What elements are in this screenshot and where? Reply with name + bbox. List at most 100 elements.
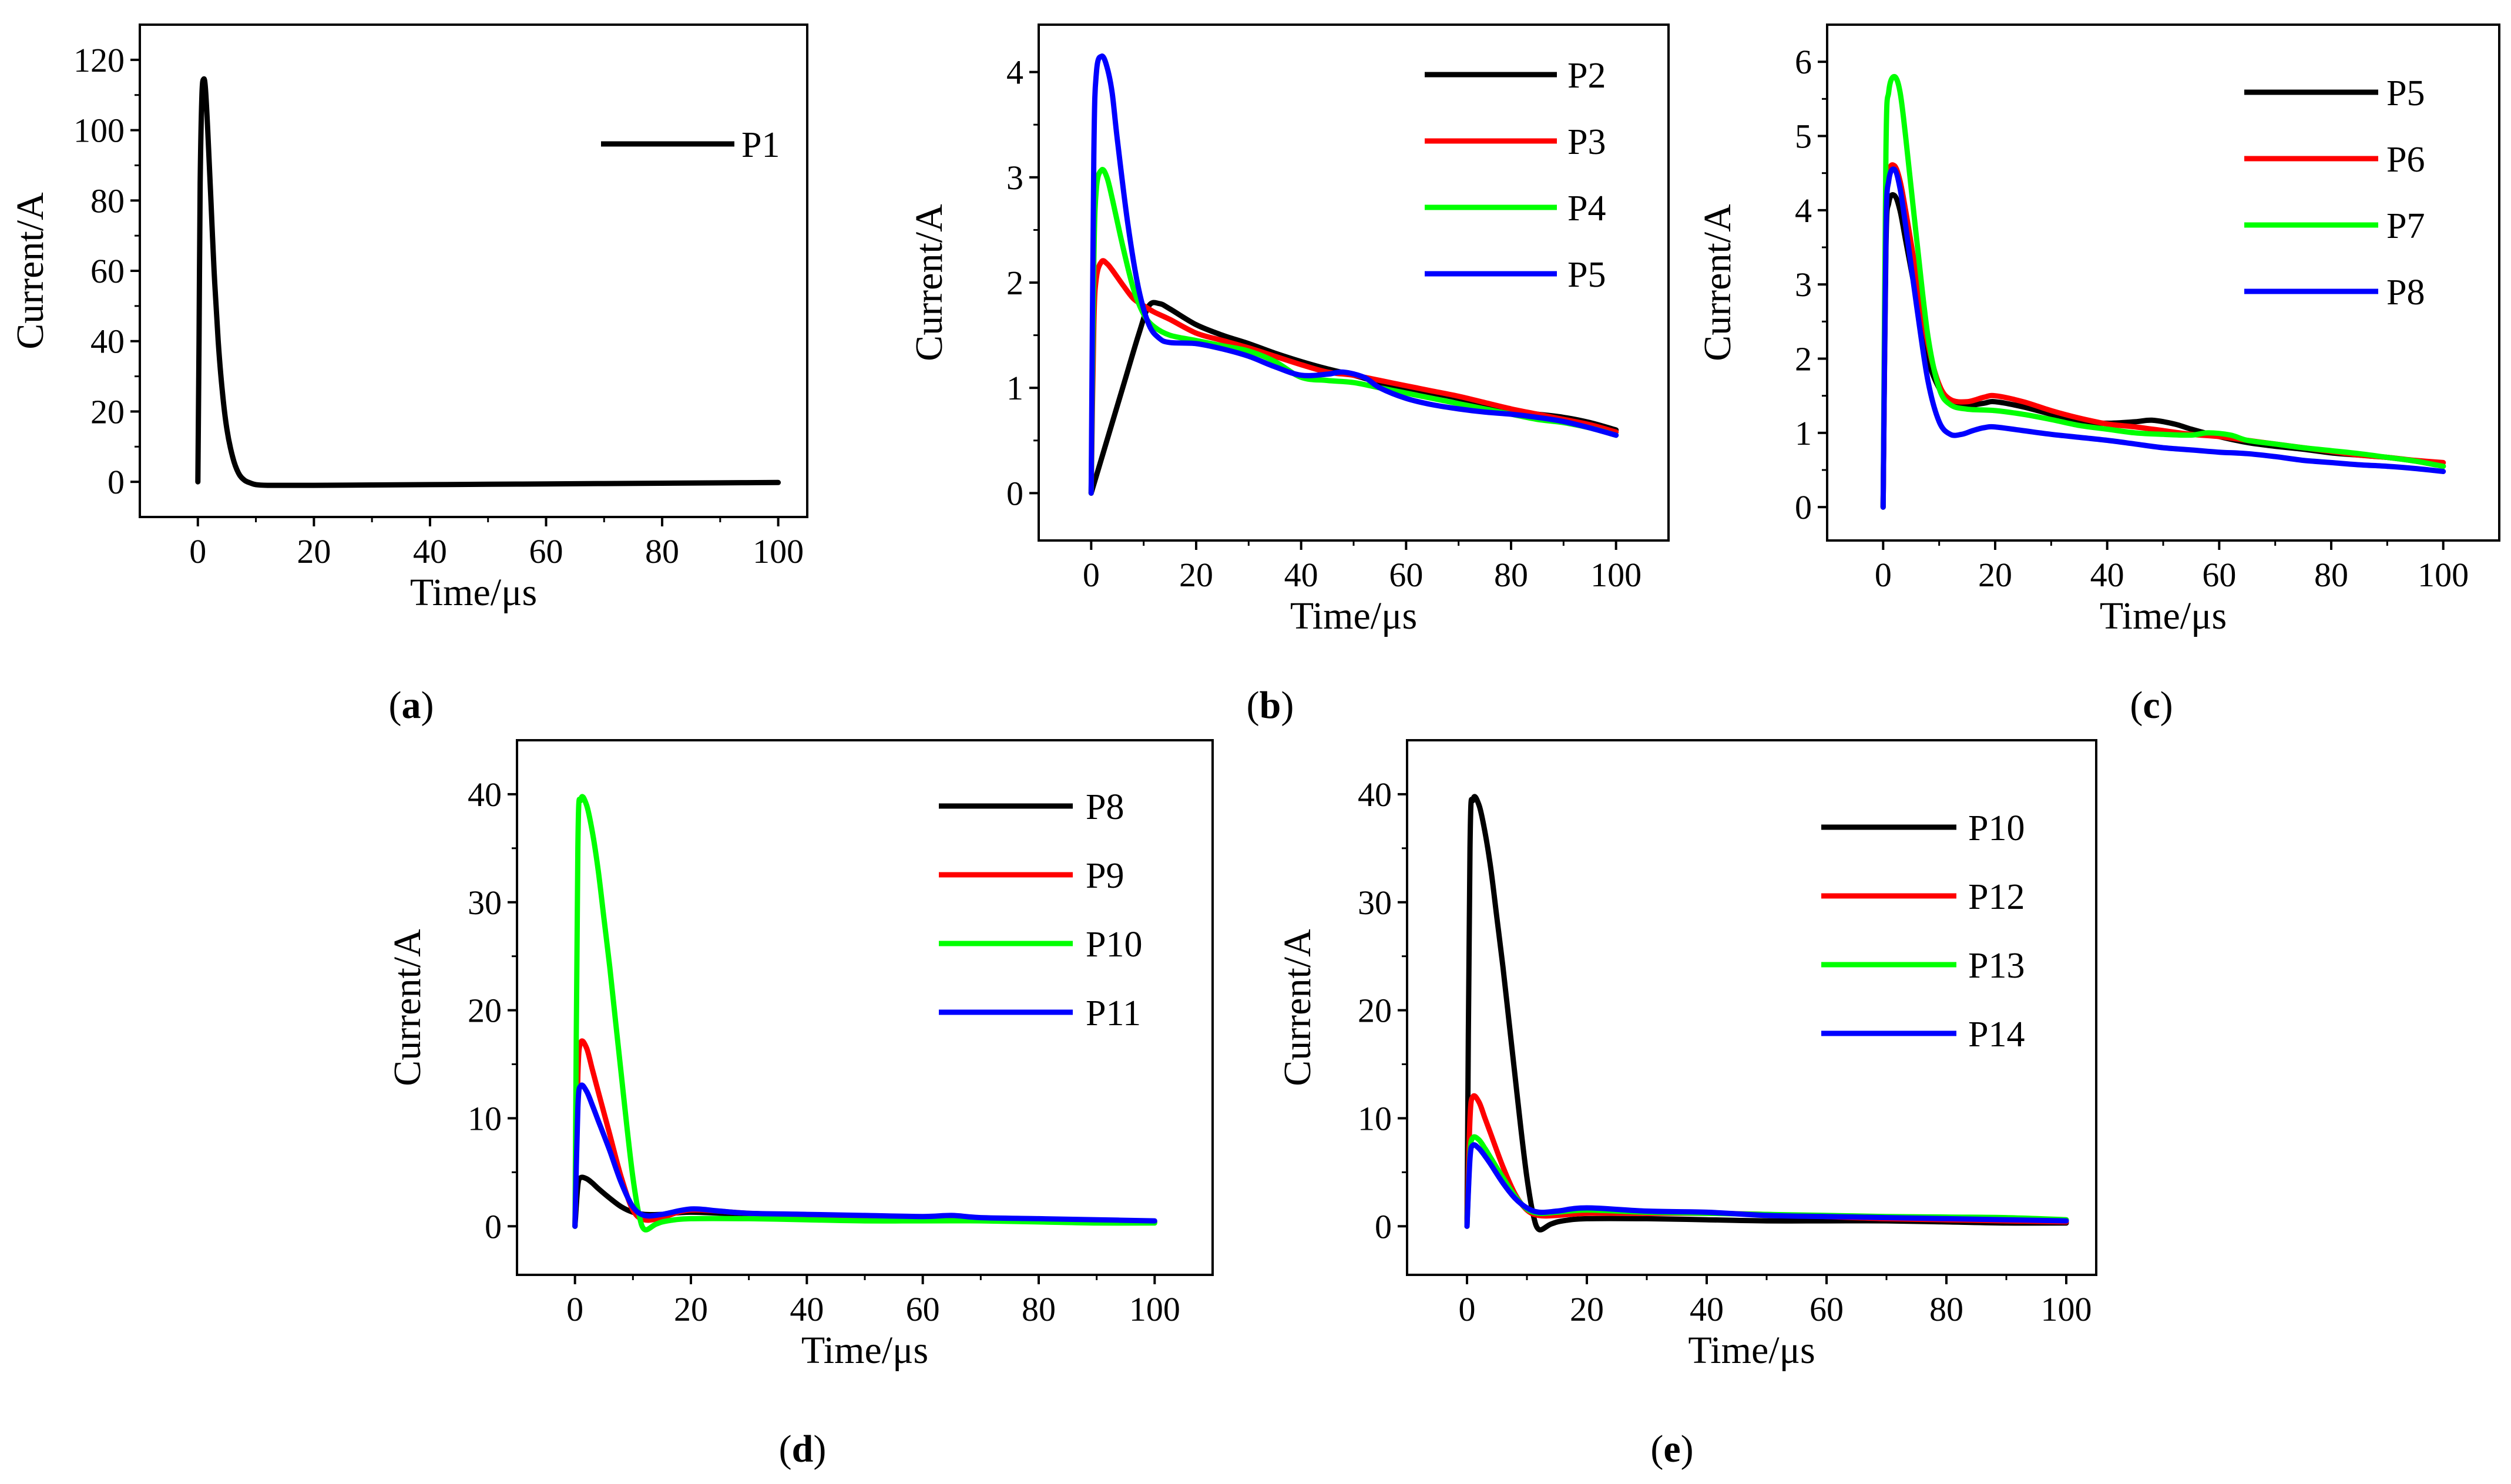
y-tick-label: 60: [90, 252, 125, 290]
y-tick-label: 3: [1006, 159, 1023, 197]
x-tick-label: 60: [906, 1290, 940, 1328]
legend-label-p8: P8: [1086, 787, 1124, 827]
panel-e: 0 20 40 60 80 100010203040Time/μsCurrent/AP10…: [1276, 739, 2097, 1470]
y-tick-label: 100: [73, 112, 125, 150]
series-line-p7: [1880, 73, 2446, 510]
legend-label-p12: P12: [1968, 877, 2025, 917]
legend-label-p1: P1: [741, 125, 780, 165]
y-tick-label: 3: [1795, 266, 1812, 304]
x-tick-label: 100: [2041, 1290, 2092, 1328]
plot-frame: [1406, 739, 2097, 1276]
x-tick-label: 60: [1810, 1290, 1844, 1328]
series-line-p12: [1464, 1093, 2069, 1229]
x-tick-label: 100: [1129, 1290, 1180, 1328]
legend-label-p11: P11: [1086, 993, 1141, 1033]
y-tick-label: 4: [1795, 192, 1812, 230]
panel-c: 0 20 40 60 80 1000123456Time/μsCurrent/AP5P6P…: [1696, 23, 2500, 727]
x-tick-label: 0: [1875, 556, 1892, 594]
y-axis-title: Current/A: [9, 192, 52, 350]
x-axis-title: Time/μs: [2100, 595, 2227, 637]
series-line-p10: [1464, 794, 2069, 1233]
legend-label-p10: P10: [1086, 925, 1142, 965]
x-tick-label: 60: [529, 532, 563, 570]
y-tick-label: 1: [1795, 414, 1812, 452]
x-axis-title: Time/μs: [1688, 1329, 1815, 1372]
legend-label-p13: P13: [1968, 946, 2025, 986]
y-axis-title: Current/A: [1696, 204, 1739, 361]
legend-label-p7: P7: [2386, 206, 2425, 246]
x-axis-title: Time/μs: [1290, 595, 1417, 637]
x-tick-label: 80: [1929, 1290, 1963, 1328]
legend: P10 P12 P13 P14: [1821, 808, 2025, 1055]
y-tick-label: 40: [468, 775, 502, 814]
legend-label-p10: P10: [1968, 808, 2025, 848]
y-tick-label: 4: [1006, 53, 1023, 92]
x-tick-label: 60: [2202, 556, 2236, 594]
x-tick-label: 40: [413, 532, 447, 570]
y-tick-label: 0: [1006, 474, 1023, 512]
panel-caption: (e): [1650, 1428, 1693, 1470]
x-tick-label: 60: [1389, 556, 1423, 594]
plot-frame: [139, 23, 808, 518]
y-tick-label: 0: [485, 1207, 502, 1245]
series-line-p5: [1088, 53, 1619, 496]
series-line-p3: [1088, 258, 1619, 496]
y-tick-label: 120: [73, 41, 125, 79]
series-line-p9: [572, 1038, 1157, 1229]
legend-label-p2: P2: [1567, 56, 1606, 96]
panel-a: 0 20 40 60 80 100 0 20 40 60 80 100 120 Time/μs Curren…: [9, 23, 808, 727]
x-tick-label: 20: [1978, 556, 2012, 594]
series-line-p14: [1464, 1142, 2069, 1229]
x-tick-label: 80: [645, 532, 679, 570]
y-axis-title: Current/A: [908, 204, 951, 361]
series-line-p10: [572, 794, 1157, 1233]
panel-caption: (a): [389, 684, 434, 727]
y-tick-label: 20: [468, 992, 502, 1030]
y-tick-label: 1: [1006, 369, 1023, 407]
panel-caption: (b): [1247, 684, 1294, 727]
legend-label-p9: P9: [1086, 856, 1124, 896]
y-tick-label: 20: [90, 392, 125, 431]
x-axis-title: Time/μs: [410, 571, 537, 614]
legend-label-p5: P5: [1567, 255, 1606, 295]
x-tick-label: 20: [674, 1290, 708, 1328]
panel-d: 0 20 40 60 80 100010203040Time/μsCurrent/AP8P…: [386, 739, 1214, 1470]
legend-label-p4: P4: [1567, 189, 1606, 229]
x-tick-label: 20: [1570, 1290, 1604, 1328]
y-tick-label: 2: [1795, 340, 1812, 378]
series-line-p5: [1880, 192, 2446, 510]
y-tick-label: 6: [1795, 43, 1812, 81]
series-line-p8: [1880, 166, 2446, 510]
x-tick-label: 0: [1459, 1290, 1476, 1328]
x-tick-label: 0: [189, 532, 206, 570]
x-tick-label: 0: [566, 1290, 583, 1328]
x-axis-title: Time/μs: [801, 1329, 928, 1372]
x-tick-label: 20: [297, 532, 331, 570]
x-tick-label: 0: [1083, 556, 1100, 594]
panel-caption: (d): [779, 1428, 827, 1470]
legend-label-p8: P8: [2386, 273, 2425, 313]
panel-caption: (c): [2130, 684, 2173, 727]
y-tick-label: 0: [1795, 488, 1812, 526]
x-tick-label: 40: [2090, 556, 2124, 594]
y-tick-label: 80: [90, 182, 125, 220]
y-tick-label: 2: [1006, 264, 1023, 302]
y-tick-label: 40: [1358, 775, 1392, 814]
y-axis-title: Current/A: [386, 929, 429, 1086]
series-line-p4: [1088, 167, 1619, 496]
y-tick-label: 0: [108, 463, 125, 501]
y-tick-label: 0: [1375, 1207, 1392, 1245]
series-line-p11: [572, 1082, 1157, 1229]
y-tick-label: 30: [468, 884, 502, 922]
x-tick-label: 40: [790, 1290, 824, 1328]
x-tick-label: 40: [1284, 556, 1318, 594]
legend: P5 P6 P7 P8: [2244, 73, 2425, 313]
y-tick-label: 40: [90, 323, 125, 361]
legend: P1: [601, 125, 780, 165]
x-tick-label: 100: [2418, 556, 2469, 594]
x-tick-label: 100: [753, 532, 804, 570]
x-tick-label: 40: [1690, 1290, 1724, 1328]
legend-label-p14: P14: [1968, 1015, 2025, 1055]
series-line-p2: [1088, 300, 1619, 496]
